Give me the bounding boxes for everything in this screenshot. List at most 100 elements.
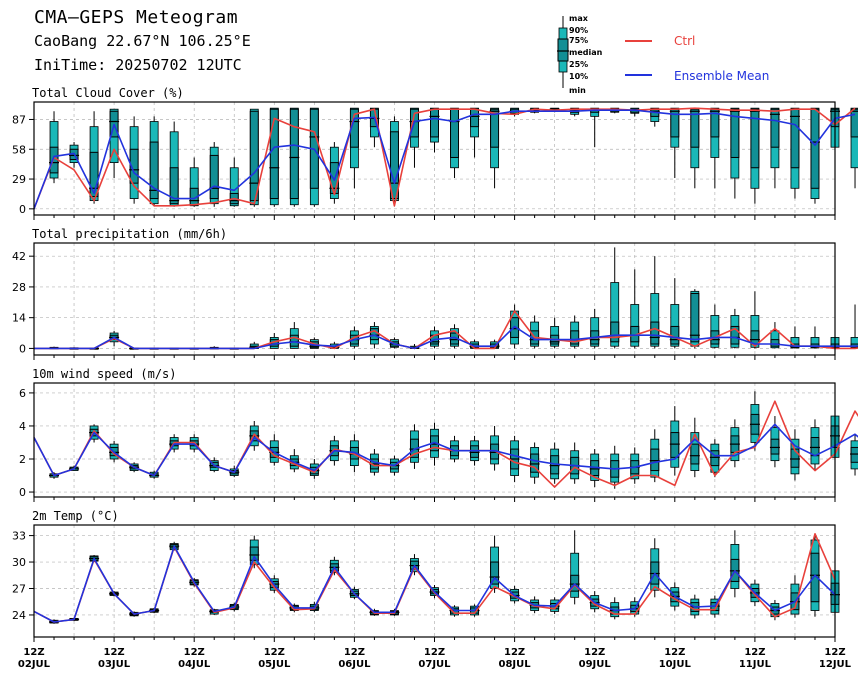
panel-title: 10m wind speed (m/s)	[32, 367, 177, 381]
box-iqr	[690, 108, 700, 148]
box-iqr	[89, 151, 99, 198]
box-outer	[630, 304, 640, 347]
box-iqr	[289, 334, 299, 347]
box-outer	[610, 282, 620, 347]
legend-box-iqr	[557, 38, 569, 62]
y-tick-label: 14	[12, 312, 26, 325]
panel-title: Total Cloud Cover (%)	[32, 86, 184, 100]
x-tick-label-hour: 12Z	[424, 647, 445, 658]
box-iqr	[249, 110, 259, 202]
y-tick-label: 4	[19, 420, 26, 433]
legend-box-label: max	[569, 14, 589, 23]
x-tick-label-hour: 12Z	[264, 647, 285, 658]
ensemble-mean-line	[33, 109, 856, 210]
x-tick-label-hour: 12Z	[744, 647, 765, 658]
box-outer	[189, 167, 199, 207]
ensemble-mean-line	[33, 423, 858, 477]
box-iqr	[770, 339, 780, 347]
box-iqr	[530, 453, 540, 473]
chart-title: CMA—GEPS Meteogram	[34, 7, 239, 28]
x-tick-label-date: 09JUL	[579, 659, 612, 670]
y-tick-label: 33	[12, 530, 26, 543]
box-iqr	[269, 108, 279, 200]
x-tick-label-hour: 12Z	[824, 647, 845, 658]
location-label: CaoBang 22.67°N 106.25°E	[34, 32, 251, 50]
box-iqr	[750, 330, 760, 345]
legend-mean-label: Ensemble Mean	[674, 69, 769, 83]
box-iqr	[810, 437, 820, 457]
box-outer	[670, 304, 680, 347]
x-tick-label-date: 12JUL	[819, 659, 852, 670]
box-iqr	[850, 108, 858, 138]
y-tick-label: 0	[19, 486, 26, 499]
box-iqr	[790, 448, 800, 468]
x-tick-label-date: 11JUL	[739, 659, 772, 670]
y-tick-label: 28	[12, 281, 26, 294]
box-iqr	[490, 108, 500, 148]
box-iqr	[129, 148, 139, 184]
box-iqr	[670, 325, 680, 345]
x-tick-label-date: 05JUL	[258, 659, 291, 670]
box-iqr	[690, 293, 700, 343]
x-tick-label-hour: 12Z	[184, 647, 205, 658]
box-iqr	[470, 445, 480, 458]
box-iqr	[770, 438, 780, 455]
box-iqr	[690, 443, 700, 465]
legend-ctrl-label: Ctrl	[674, 34, 695, 48]
x-tick-label-date: 07JUL	[418, 659, 451, 670]
legend-box-label: 10%	[569, 72, 588, 81]
x-tick-label-hour: 12Z	[504, 647, 525, 658]
ensemble-mean-line	[33, 545, 836, 623]
box-outer	[850, 107, 858, 169]
box-iqr	[670, 432, 680, 458]
x-tick-label-date: 03JUL	[98, 659, 131, 670]
x-tick-label-hour: 12Z	[344, 647, 365, 658]
box-iqr	[570, 574, 580, 592]
box-iqr	[249, 546, 259, 561]
y-tick-label: 58	[12, 143, 26, 156]
panel-3	[29, 524, 840, 642]
y-tick-label: 87	[12, 113, 26, 126]
y-tick-label: 42	[12, 250, 26, 263]
legend-box-label: median	[569, 48, 603, 57]
box-iqr	[490, 561, 500, 585]
legend-box-label: 90%	[569, 26, 588, 35]
box-iqr	[810, 552, 820, 603]
panel-title: 2m Temp (°C)	[32, 509, 119, 523]
x-tick-label-date: 08JUL	[499, 659, 532, 670]
box-iqr	[450, 108, 460, 158]
box-iqr	[850, 446, 858, 463]
legend-box-label: 75%	[569, 36, 588, 45]
box-outer	[650, 293, 660, 347]
box-iqr	[730, 325, 740, 345]
box-iqr	[610, 321, 620, 343]
x-tick-label-hour: 12Z	[23, 647, 44, 658]
box-iqr	[790, 108, 800, 169]
init-time-label: IniTime: 20250702 12UTC	[34, 56, 242, 74]
box-iqr	[710, 450, 720, 467]
x-tick-label-hour: 12Z	[584, 647, 605, 658]
x-tick-label-date: 02JUL	[18, 659, 51, 670]
box-iqr	[169, 167, 179, 205]
y-tick-label: 2	[19, 453, 26, 466]
panel-2	[29, 382, 858, 502]
x-tick-label-date: 04JUL	[178, 659, 211, 670]
box-iqr	[289, 108, 299, 200]
box-iqr	[570, 330, 580, 345]
panel-1	[29, 242, 858, 360]
box-iqr	[470, 108, 480, 128]
y-tick-label: 6	[19, 387, 26, 400]
box-iqr	[730, 108, 740, 158]
y-tick-label: 0	[19, 203, 26, 216]
legend-box-label: 25%	[569, 60, 588, 69]
box-iqr	[389, 131, 399, 200]
box-iqr	[149, 141, 159, 200]
x-tick-label-hour: 12Z	[664, 647, 685, 658]
x-tick-label-hour: 12Z	[104, 647, 125, 658]
box-iqr	[650, 448, 660, 472]
y-tick-label: 24	[12, 609, 26, 622]
legend-box-glyph	[557, 16, 569, 88]
box-iqr	[770, 108, 780, 148]
